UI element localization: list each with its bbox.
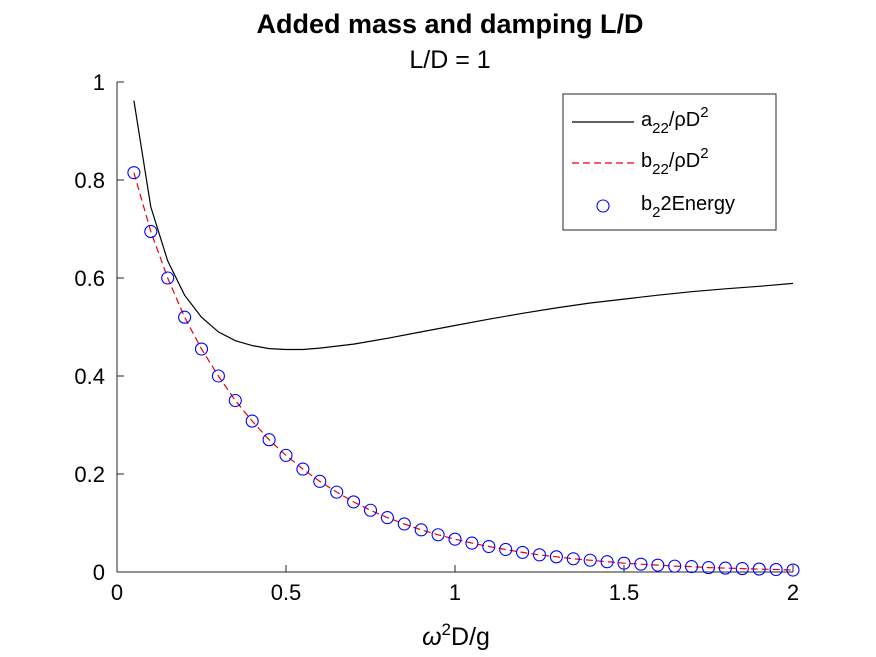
chart-subtitle: L/D = 1 <box>409 46 490 74</box>
marker-point <box>499 542 513 557</box>
legend-label: a22/ρD2 <box>641 104 709 137</box>
marker-point <box>211 369 225 383</box>
marker-point <box>516 545 530 559</box>
x-tick-label: 0.5 <box>271 580 302 605</box>
marker-point <box>363 503 378 517</box>
plot-axes: 0 0.5 1 1.5 2 0 0.2 0.4 0.6 0.8 1 <box>74 70 799 605</box>
marker-point <box>465 536 479 550</box>
chart-title: Added mass and damping L/D <box>256 9 643 39</box>
marker-point <box>752 562 766 576</box>
marker-point <box>701 561 716 575</box>
marker-point <box>786 563 800 577</box>
marker-point <box>313 474 327 488</box>
marker-point <box>718 561 732 575</box>
marker-point <box>735 562 749 576</box>
marker-point <box>600 555 614 569</box>
legend-label: b22Energy <box>641 193 735 221</box>
marker-point <box>448 532 462 546</box>
y-tick-label: 0 <box>93 560 105 585</box>
marker-point <box>245 414 259 428</box>
legend: a22/ρD2 b22/ρD2 b22Energy <box>562 93 777 231</box>
marker-point <box>397 517 411 531</box>
x-tick-label: 1.5 <box>609 580 640 605</box>
marker-point <box>262 433 276 447</box>
series-line-2 <box>133 172 794 571</box>
marker-point <box>194 342 209 356</box>
y-tick-label: 0.8 <box>74 168 105 193</box>
y-tick-label: 1 <box>93 70 105 95</box>
marker-point <box>144 224 158 238</box>
marker-point <box>634 557 648 571</box>
series-line-1 <box>133 100 794 351</box>
x-label-rest: D/g <box>451 623 490 651</box>
marker-point <box>685 560 699 574</box>
y-tick-label: 0.2 <box>74 462 105 487</box>
y-tick-label: 0.4 <box>74 364 105 389</box>
marker-point <box>228 393 242 408</box>
marker-point <box>161 271 175 285</box>
marker-point <box>617 556 631 570</box>
marker-point <box>347 495 361 509</box>
x-tick-label: 2 <box>787 580 799 605</box>
marker-point <box>549 550 563 564</box>
marker-point <box>279 448 293 462</box>
marker-point <box>668 559 682 573</box>
x-label-symbol: ω <box>422 623 441 651</box>
legend-label: b22/ρD2 <box>641 145 709 178</box>
marker-point <box>566 552 580 566</box>
marker-point <box>769 562 783 577</box>
marker-point <box>296 462 310 476</box>
marker-point <box>583 553 597 567</box>
marker-point <box>178 310 192 324</box>
marker-point <box>380 511 394 525</box>
marker-point <box>431 528 445 542</box>
marker-point <box>482 539 496 554</box>
x-label-sup: 2 <box>442 620 451 639</box>
y-tick-label: 0.6 <box>74 266 105 291</box>
marker-point <box>414 523 428 537</box>
legend-box <box>562 93 777 231</box>
series-layer <box>127 100 800 577</box>
x-tick-label: 0 <box>111 580 123 605</box>
legend-marker <box>596 199 610 213</box>
marker-point <box>330 485 344 499</box>
marker-point <box>127 166 141 180</box>
marker-point <box>651 558 665 572</box>
x-tick-label: 1 <box>449 580 461 605</box>
marker-point <box>532 548 547 562</box>
x-axis-label: ω2D/g <box>422 620 490 651</box>
